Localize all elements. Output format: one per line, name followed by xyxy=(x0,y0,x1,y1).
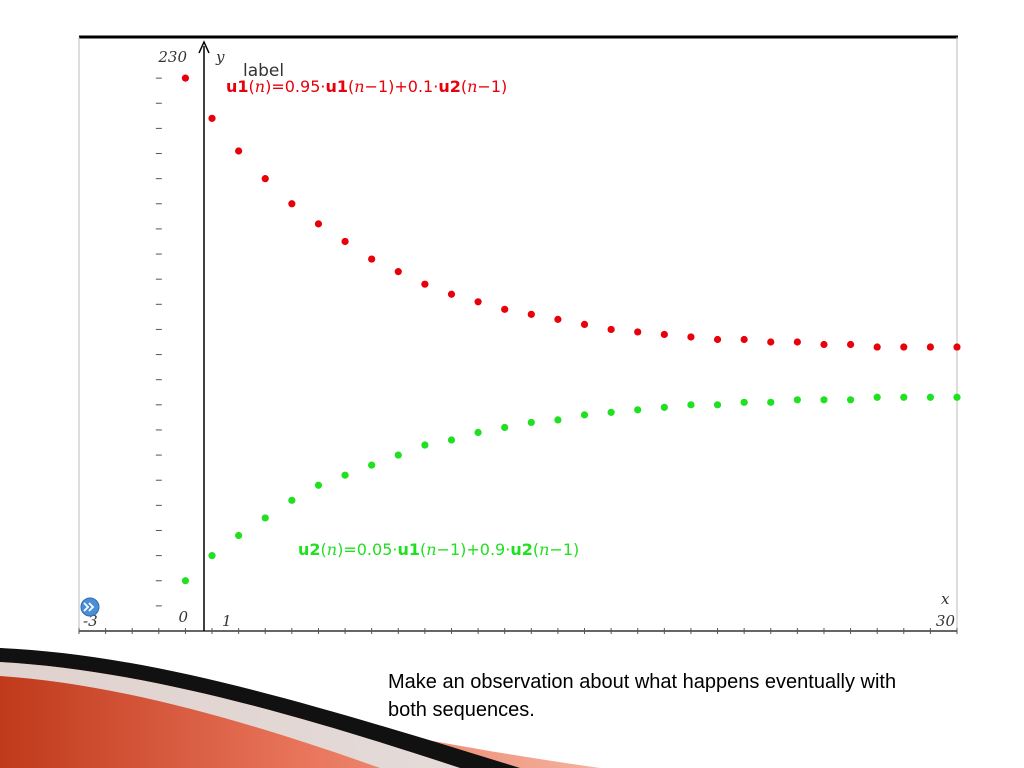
u1-data-point[interactable] xyxy=(527,310,535,318)
u2-data-point[interactable] xyxy=(846,396,855,404)
u2-data-point[interactable] xyxy=(501,423,509,432)
u2-data-point[interactable] xyxy=(235,531,243,540)
u2-data-point[interactable] xyxy=(740,398,748,406)
y-max-label: 230 xyxy=(157,48,187,66)
u2-data-point[interactable] xyxy=(394,451,402,459)
u1-data-point[interactable] xyxy=(846,340,855,349)
u1-data-point[interactable] xyxy=(421,280,429,288)
u2-data-point[interactable] xyxy=(900,393,908,401)
u2-data-point[interactable] xyxy=(368,461,376,469)
u1-data-point[interactable] xyxy=(181,74,190,82)
x-axis-name: x xyxy=(941,590,950,608)
x-tick-1-label: 1 xyxy=(222,612,232,630)
x-min-label: -3 xyxy=(83,612,98,630)
u2-data-point[interactable] xyxy=(687,401,695,409)
u1-data-point[interactable] xyxy=(261,175,269,183)
u1-data-point[interactable] xyxy=(687,333,695,341)
u2-data-point[interactable] xyxy=(580,411,589,419)
u2-data-point[interactable] xyxy=(554,416,562,424)
u1-data-point[interactable] xyxy=(740,335,748,344)
u1-data-point[interactable] xyxy=(660,330,668,339)
u1-data-point[interactable] xyxy=(900,343,908,351)
y-axis-name: y xyxy=(215,48,225,66)
u2-data-point[interactable] xyxy=(474,428,482,437)
u1-data-point[interactable] xyxy=(873,343,881,351)
u1-data-point[interactable] xyxy=(341,237,349,246)
u2-data-point[interactable] xyxy=(713,401,722,409)
u1-data-point[interactable] xyxy=(767,338,775,346)
observation-prompt: Make an observation about what happens e… xyxy=(388,671,897,721)
u2-data-point[interactable] xyxy=(208,552,216,560)
expand-panel-button[interactable] xyxy=(80,597,100,617)
u1-data-point[interactable] xyxy=(314,220,323,228)
u2-data-point[interactable] xyxy=(607,408,615,416)
u2-data-point[interactable] xyxy=(421,441,429,449)
u2-data-point[interactable] xyxy=(527,418,535,427)
u1-data-point[interactable] xyxy=(288,200,296,208)
u2-data-point[interactable] xyxy=(873,393,881,401)
u2-data-point[interactable] xyxy=(660,403,668,411)
u2-data-point[interactable] xyxy=(288,496,296,504)
u1-data-point[interactable] xyxy=(713,335,722,344)
u2-data-point[interactable] xyxy=(793,396,801,404)
u1-data-point[interactable] xyxy=(501,305,509,313)
u1-data-point[interactable] xyxy=(235,147,243,155)
u2-data-point[interactable] xyxy=(314,481,323,489)
u1-data-point[interactable] xyxy=(953,343,961,351)
u1-data-point[interactable] xyxy=(926,343,934,351)
data-points xyxy=(181,74,961,585)
u2-data-point[interactable] xyxy=(953,393,961,401)
u1-data-point[interactable] xyxy=(208,114,216,122)
u1-data-point[interactable] xyxy=(793,338,801,346)
u2-data-point[interactable] xyxy=(634,406,642,414)
u1-data-point[interactable] xyxy=(554,315,562,323)
u2-data-point[interactable] xyxy=(261,514,269,522)
u2-data-point[interactable] xyxy=(926,393,934,401)
u1-data-point[interactable] xyxy=(394,268,402,276)
u1-data-point[interactable] xyxy=(607,325,615,334)
u1-data-point[interactable] xyxy=(368,255,376,263)
double-chevron-icon[interactable] xyxy=(80,597,100,617)
u1-data-point[interactable] xyxy=(634,328,642,336)
axis-ticks xyxy=(78,77,958,634)
u1-data-point[interactable] xyxy=(820,340,828,349)
y-min-label: 0 xyxy=(178,608,188,626)
u2-data-point[interactable] xyxy=(820,396,828,404)
series-u1-label[interactable]: u1(n)=0.95·u1(n−1)+0.1·u2(n−1) xyxy=(226,77,507,96)
y-axis-arrow xyxy=(198,40,210,54)
u2-data-point[interactable] xyxy=(181,577,190,585)
u2-data-point[interactable] xyxy=(767,398,775,406)
u1-data-point[interactable] xyxy=(580,320,589,329)
u2-data-point[interactable] xyxy=(341,471,349,479)
series-u2-label[interactable]: u2(n)=0.05·u1(n−1)+0.9·u2(n−1) xyxy=(298,540,579,559)
x-max-label: 30 xyxy=(936,612,956,630)
decorative-swoosh xyxy=(0,648,600,768)
tooltip-label: label xyxy=(243,61,284,81)
u1-data-point[interactable] xyxy=(474,298,482,306)
u1-data-point[interactable] xyxy=(447,290,456,298)
u2-data-point[interactable] xyxy=(447,436,456,444)
